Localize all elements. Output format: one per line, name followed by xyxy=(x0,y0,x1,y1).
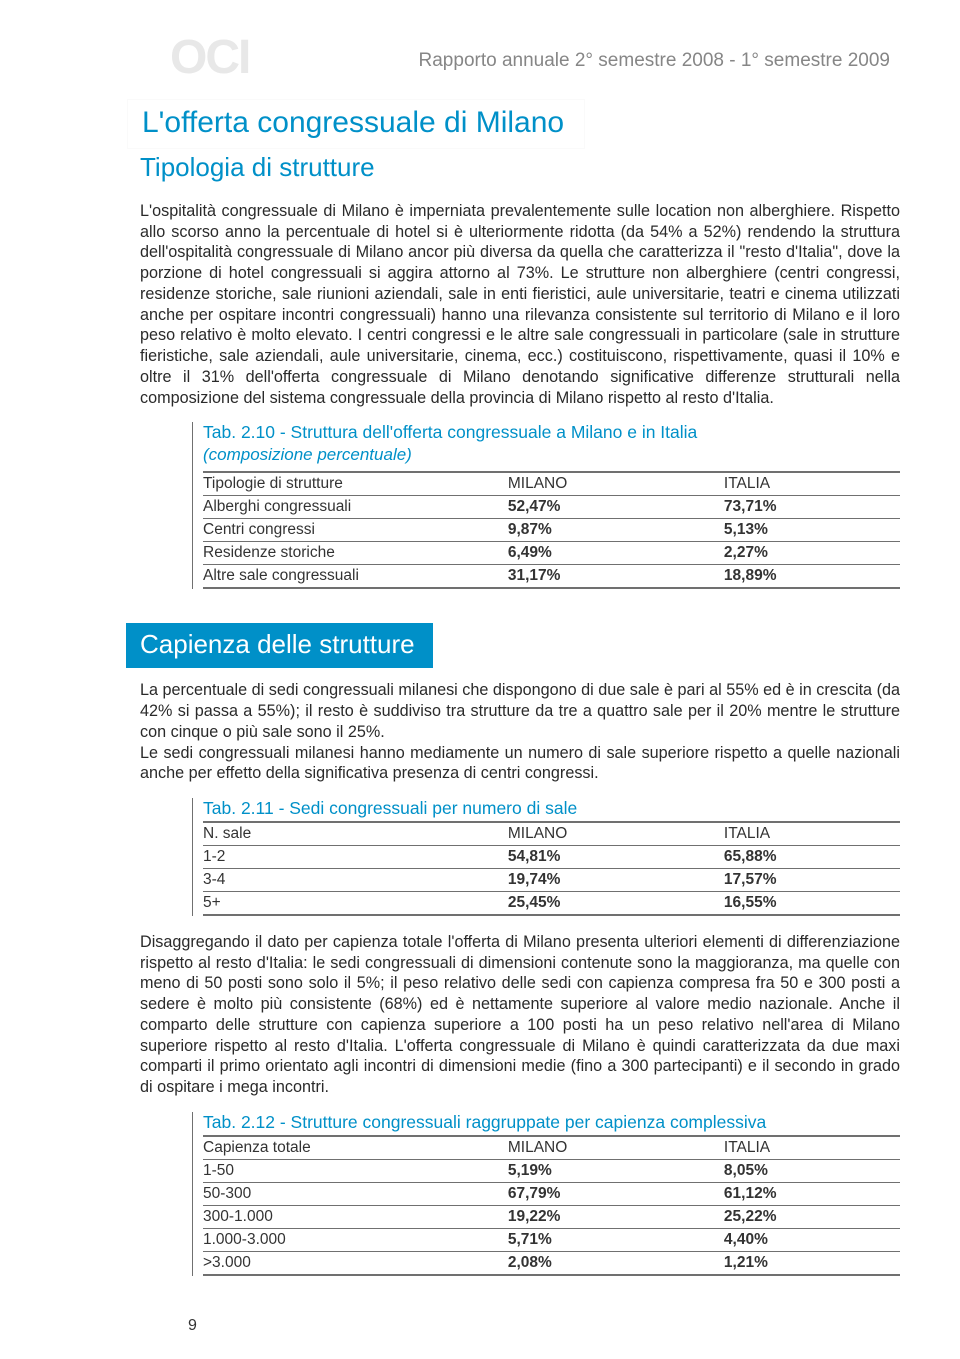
cell: 65,88% xyxy=(684,846,900,869)
cell: 1-50 xyxy=(203,1159,468,1182)
table-row: 1-50 5,19% 8,05% xyxy=(203,1159,900,1182)
table-title: Tab. 2.12 - Strutture congressuali raggr… xyxy=(203,1112,900,1133)
table-row: 1-2 54,81% 65,88% xyxy=(203,846,900,869)
cell: 19,22% xyxy=(468,1205,684,1228)
table-row: Altre sale congressuali 31,17% 18,89% xyxy=(203,565,900,589)
cell: 52,47% xyxy=(468,496,684,519)
cell: 1.000-3.000 xyxy=(203,1228,468,1251)
cell: 19,74% xyxy=(468,869,684,892)
page-number: 9 xyxy=(188,1317,197,1335)
paragraph: Disaggregando il dato per capienza total… xyxy=(140,932,900,1098)
cell: 18,89% xyxy=(684,565,900,589)
cell: 5,71% xyxy=(468,1228,684,1251)
table-header: ITALIA xyxy=(684,1136,900,1160)
table-row: >3.000 2,08% 1,21% xyxy=(203,1251,900,1275)
table-row: Centri congressi 9,87% 5,13% xyxy=(203,519,900,542)
cell: 2,27% xyxy=(684,542,900,565)
section-subtitle: Tipologia di strutture xyxy=(128,148,389,189)
cell: 25,22% xyxy=(684,1205,900,1228)
cell: 67,79% xyxy=(468,1182,684,1205)
table-row: 5+ 25,45% 16,55% xyxy=(203,892,900,916)
table-title: Tab. 2.11 - Sedi congressuali per numero… xyxy=(203,798,900,819)
table-title: Tab. 2.10 - Struttura dell'offerta congr… xyxy=(203,422,900,443)
table-row: Alberghi congressuali 52,47% 73,71% xyxy=(203,496,900,519)
table-header: ITALIA xyxy=(684,472,900,496)
table-row: Residenze storiche 6,49% 2,27% xyxy=(203,542,900,565)
section-heading-block: L'offerta congressuale di Milano Tipolog… xyxy=(140,100,900,189)
cell: 31,17% xyxy=(468,565,684,589)
cell: >3.000 xyxy=(203,1251,468,1275)
cell: 50-300 xyxy=(203,1182,468,1205)
cell: 8,05% xyxy=(684,1159,900,1182)
table-subtitle: (composizione percentuale) xyxy=(203,445,900,465)
cell: 300-1.000 xyxy=(203,1205,468,1228)
cell: 5,19% xyxy=(468,1159,684,1182)
cell: 1-2 xyxy=(203,846,468,869)
section-title-filled: Capienza delle strutture xyxy=(126,623,433,668)
table-row: 1.000-3.000 5,71% 4,40% xyxy=(203,1228,900,1251)
table-header: MILANO xyxy=(468,822,684,846)
cell: 73,71% xyxy=(684,496,900,519)
table-212-block: Tab. 2.12 - Strutture congressuali raggr… xyxy=(192,1112,900,1276)
cell: 6,49% xyxy=(468,542,684,565)
logo: OCI xyxy=(170,30,249,85)
cell: 4,40% xyxy=(684,1228,900,1251)
cell: Altre sale congressuali xyxy=(203,565,468,589)
cell: 54,81% xyxy=(468,846,684,869)
paragraph: L'ospitalità congressuale di Milano è im… xyxy=(140,201,900,408)
table-211-block: Tab. 2.11 - Sedi congressuali per numero… xyxy=(192,798,900,916)
cell: 61,12% xyxy=(684,1182,900,1205)
table-header: ITALIA xyxy=(684,822,900,846)
cell: 5+ xyxy=(203,892,468,916)
paragraph: La percentuale di sedi congressuali mila… xyxy=(140,680,900,784)
cell: 25,45% xyxy=(468,892,684,916)
cell: Alberghi congressuali xyxy=(203,496,468,519)
table-row: 3-4 19,74% 17,57% xyxy=(203,869,900,892)
table-header: MILANO xyxy=(468,1136,684,1160)
table-row: 300-1.000 19,22% 25,22% xyxy=(203,1205,900,1228)
cell: 9,87% xyxy=(468,519,684,542)
table-header: Capienza totale xyxy=(203,1136,468,1160)
section-title: L'offerta congressuale di Milano xyxy=(128,100,584,148)
document-page: OCI Rapporto annuale 2° semestre 2008 - … xyxy=(0,0,960,1359)
cell: Centri congressi xyxy=(203,519,468,542)
table-header: MILANO xyxy=(468,472,684,496)
cell: 3-4 xyxy=(203,869,468,892)
table-210: Tipologie di strutture MILANO ITALIA Alb… xyxy=(203,471,900,589)
cell: 1,21% xyxy=(684,1251,900,1275)
cell: Residenze storiche xyxy=(203,542,468,565)
cell: 2,08% xyxy=(468,1251,684,1275)
table-row: 50-300 67,79% 61,12% xyxy=(203,1182,900,1205)
table-211: N. sale MILANO ITALIA 1-2 54,81% 65,88% … xyxy=(203,821,900,916)
report-header: Rapporto annuale 2° semestre 2008 - 1° s… xyxy=(140,50,890,72)
cell: 5,13% xyxy=(684,519,900,542)
cell: 17,57% xyxy=(684,869,900,892)
table-212: Capienza totale MILANO ITALIA 1-50 5,19%… xyxy=(203,1135,900,1276)
table-header: Tipologie di strutture xyxy=(203,472,468,496)
table-header: N. sale xyxy=(203,822,468,846)
table-210-block: Tab. 2.10 - Struttura dell'offerta congr… xyxy=(192,422,900,589)
cell: 16,55% xyxy=(684,892,900,916)
